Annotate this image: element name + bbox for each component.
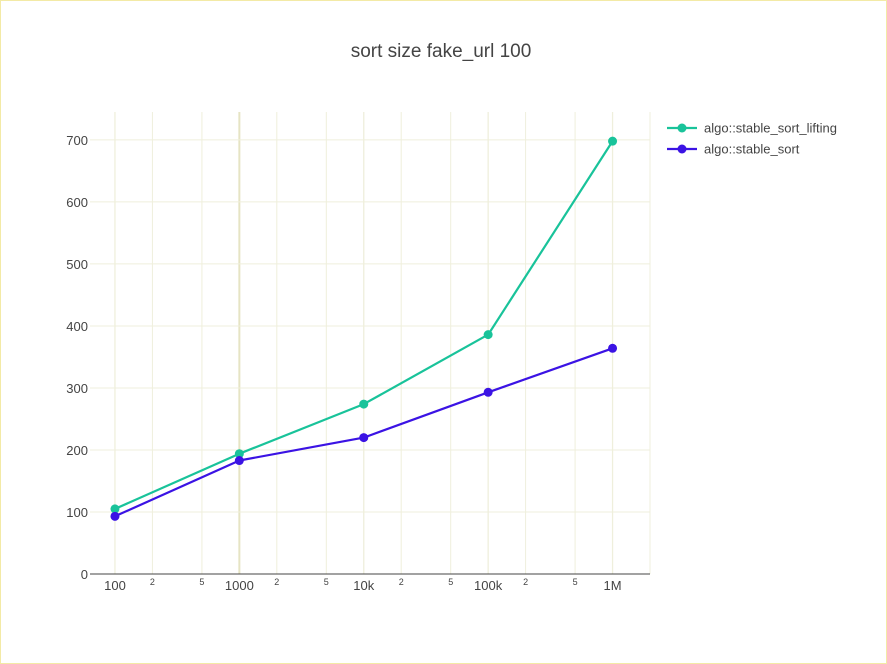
data-point	[110, 504, 120, 514]
y-tick-label: 400	[66, 319, 88, 334]
x-tick-label: 1000	[225, 578, 254, 593]
x-minor-tick-label: 2	[150, 577, 155, 587]
x-tick-label: 100	[104, 578, 126, 593]
y-tick-label: 600	[66, 195, 88, 210]
y-tick-label: 200	[66, 443, 88, 458]
x-minor-tick-label: 2	[274, 577, 279, 587]
legend-marker	[677, 144, 687, 154]
legend[interactable]: algo::stable_sort_liftingalgo::stable_so…	[667, 121, 837, 157]
y-tick-label: 700	[66, 133, 88, 148]
x-minor-tick-label: 5	[199, 577, 204, 587]
data-point	[608, 343, 618, 353]
data-point	[359, 399, 369, 409]
x-tick-label: 1M	[604, 578, 622, 593]
data-point	[359, 433, 369, 443]
chart-title: sort size fake_url 100	[351, 41, 532, 62]
data-point	[234, 456, 244, 466]
data-point	[483, 330, 493, 340]
grid-lines	[90, 112, 651, 574]
x-minor-tick-label: 5	[324, 577, 329, 587]
legend-item[interactable]: algo::stable_sort	[667, 142, 800, 157]
x-minor-tick-label: 2	[399, 577, 404, 587]
legend-item[interactable]: algo::stable_sort_lifting	[667, 121, 837, 136]
x-tick-label: 10k	[353, 578, 374, 593]
x-minor-tick-label: 5	[448, 577, 453, 587]
data-point	[483, 387, 493, 397]
y-axis-ticks: 0 100 200 300 400 500 600 700	[66, 133, 88, 582]
y-tick-label: 100	[66, 505, 88, 520]
y-tick-label: 300	[66, 381, 88, 396]
series-layer	[110, 136, 618, 521]
x-tick-label: 100k	[474, 578, 503, 593]
data-point	[110, 511, 120, 521]
legend-label: algo::stable_sort	[704, 142, 800, 157]
series-1	[110, 136, 618, 514]
x-axis-ticks: 100 2 5 1000 2 5 10k 2 5 100k 2 5 1M	[104, 577, 621, 593]
data-point	[234, 449, 244, 459]
series-2	[110, 343, 618, 521]
y-tick-label: 500	[66, 257, 88, 272]
data-point	[608, 136, 618, 146]
y-tick-label: 0	[81, 567, 88, 582]
x-minor-tick-label: 2	[523, 577, 528, 587]
legend-marker	[677, 123, 687, 133]
x-minor-tick-label: 5	[573, 577, 578, 587]
legend-label: algo::stable_sort_lifting	[704, 121, 837, 136]
